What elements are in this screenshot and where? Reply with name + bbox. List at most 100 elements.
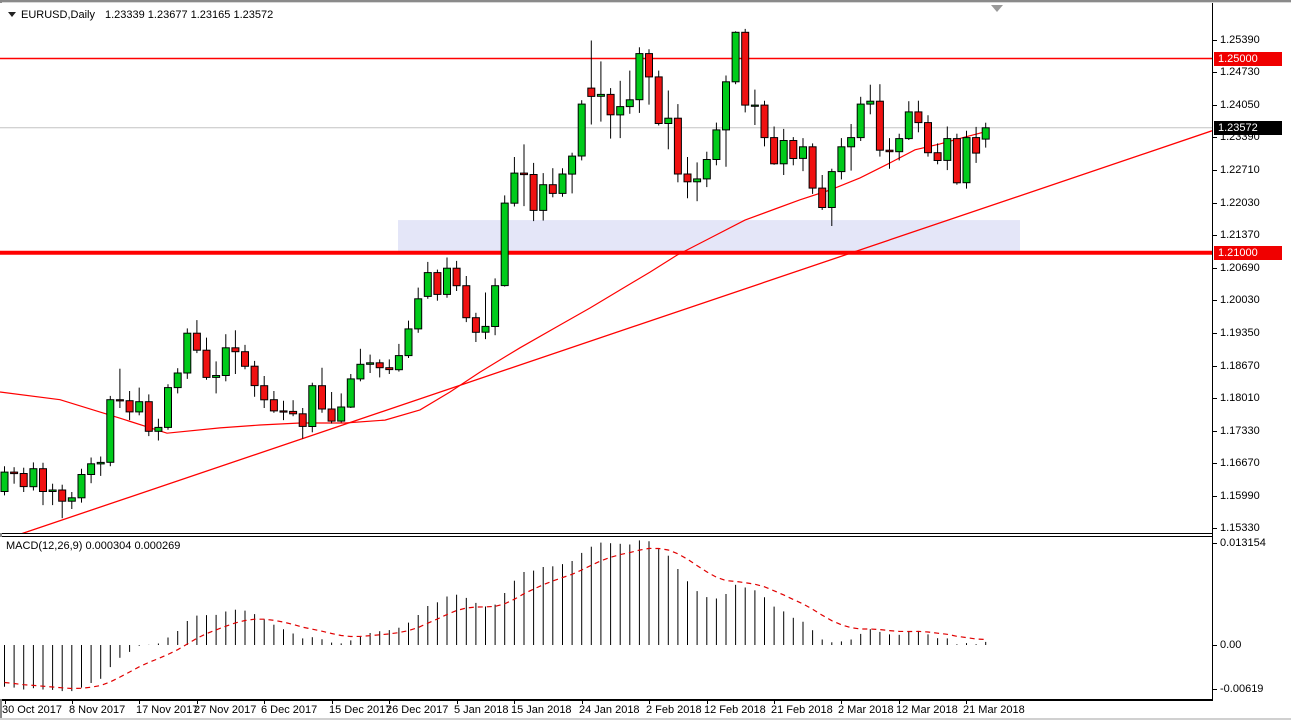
candlestick [67, 497, 76, 502]
candlestick [895, 138, 904, 153]
candlestick [443, 267, 451, 295]
macd-tick [1212, 543, 1217, 544]
candlestick [943, 138, 952, 161]
macd-tick-label: 0.00 [1220, 639, 1242, 651]
price-tick-label: 1.18010 [1220, 392, 1260, 404]
support-price-badge: 1.21000 [1214, 246, 1282, 260]
candlestick [760, 104, 769, 139]
price-tick-label: 1.21370 [1220, 229, 1260, 241]
candlestick [164, 387, 172, 428]
candlestick [404, 328, 413, 357]
price-tick [1212, 463, 1217, 464]
date-tick [774, 700, 775, 704]
candlestick [875, 100, 884, 151]
price-tick-label: 1.22710 [1220, 164, 1260, 176]
candlestick [981, 127, 990, 140]
candlestick [702, 159, 711, 180]
date-tick [899, 700, 900, 704]
price-tick [1212, 333, 1217, 334]
date-label: 2 Mar 2018 [838, 704, 894, 716]
macd-indicator-label: MACD(12,26,9) [6, 540, 83, 552]
date-label: 15 Jan 2018 [511, 704, 572, 716]
candlestick [452, 267, 461, 287]
date-label: 12 Mar 2018 [896, 704, 958, 716]
candlestick [183, 332, 192, 374]
price-tick-label: 1.18670 [1220, 360, 1260, 372]
candlestick [866, 100, 875, 105]
candlestick [394, 355, 403, 371]
macd-tick [1212, 689, 1217, 690]
candlestick [731, 31, 740, 83]
main-price-chart-canvas[interactable] [0, 3, 1212, 533]
candlestick [664, 117, 673, 124]
price-tick-label: 1.25390 [1220, 34, 1260, 46]
candlestick [520, 172, 528, 176]
date-label: 6 Dec 2017 [261, 704, 318, 716]
candlestick [241, 351, 249, 367]
candlestick [712, 129, 721, 160]
candlestick [298, 413, 307, 427]
date-label: 12 Feb 2018 [704, 704, 766, 716]
candlestick [904, 111, 913, 140]
candlestick [221, 347, 230, 376]
candlestick [837, 146, 846, 173]
date-label: 21 Feb 2018 [771, 704, 833, 716]
price-tick [1212, 235, 1217, 236]
date-tick [332, 700, 333, 704]
panel-divider-inner [2, 536, 1213, 537]
supply-zone-rectangle[interactable] [398, 220, 1020, 255]
candlestick [318, 385, 326, 410]
current-price-badge: 1.23572 [1214, 121, 1282, 135]
candlestick [433, 272, 442, 295]
price-tick [1212, 528, 1217, 529]
ohlc-low: 1.23165 [190, 9, 231, 21]
candlestick [770, 137, 779, 165]
candlestick [693, 178, 702, 183]
candlestick [962, 137, 971, 184]
candlestick [606, 93, 615, 116]
candlestick [481, 325, 490, 333]
candlestick [250, 365, 259, 387]
date-label: 17 Nov 2017 [136, 704, 199, 716]
date-tick [5, 700, 6, 704]
date-tick [139, 700, 140, 704]
candlestick [154, 426, 163, 432]
price-tick [1212, 268, 1217, 269]
candlestick [529, 174, 538, 211]
candlestick [115, 399, 124, 402]
candlestick [539, 184, 548, 211]
candlestick [500, 202, 509, 287]
chevron-down-icon[interactable] [8, 11, 16, 17]
macd-indicator-canvas[interactable] [0, 537, 1212, 699]
price-tick [1212, 431, 1217, 432]
candlestick [847, 137, 856, 148]
candlestick [366, 362, 375, 365]
chart-header: EURUSD,Daily 1.23339 1.23677 1.23165 1.23… [8, 9, 273, 21]
candlestick [914, 111, 923, 124]
moving-average-line [0, 131, 986, 434]
candlestick [135, 401, 144, 413]
symbol-period-label: EURUSD,Daily [21, 9, 95, 21]
candlestick [885, 149, 894, 153]
price-tick-label: 1.15330 [1220, 522, 1260, 534]
candlestick [29, 468, 38, 488]
date-label: 21 Mar 2018 [963, 704, 1025, 716]
candlestick [924, 122, 932, 154]
candlestick [596, 93, 605, 97]
candlestick [568, 155, 577, 175]
candlestick [375, 362, 384, 369]
candlestick [635, 53, 644, 101]
date-label: 30 Oct 2017 [2, 704, 62, 716]
candlestick [827, 171, 836, 209]
candlestick [231, 347, 240, 353]
candlestick [779, 140, 788, 165]
candlestick [577, 103, 586, 157]
candlestick [58, 489, 67, 502]
panel-divider[interactable] [2, 533, 1213, 534]
chart-shift-marker-icon[interactable] [991, 5, 1003, 12]
candlestick [972, 137, 981, 154]
price-tick-label: 1.20690 [1220, 262, 1260, 274]
candlestick [39, 468, 47, 493]
candlestick [337, 406, 346, 422]
